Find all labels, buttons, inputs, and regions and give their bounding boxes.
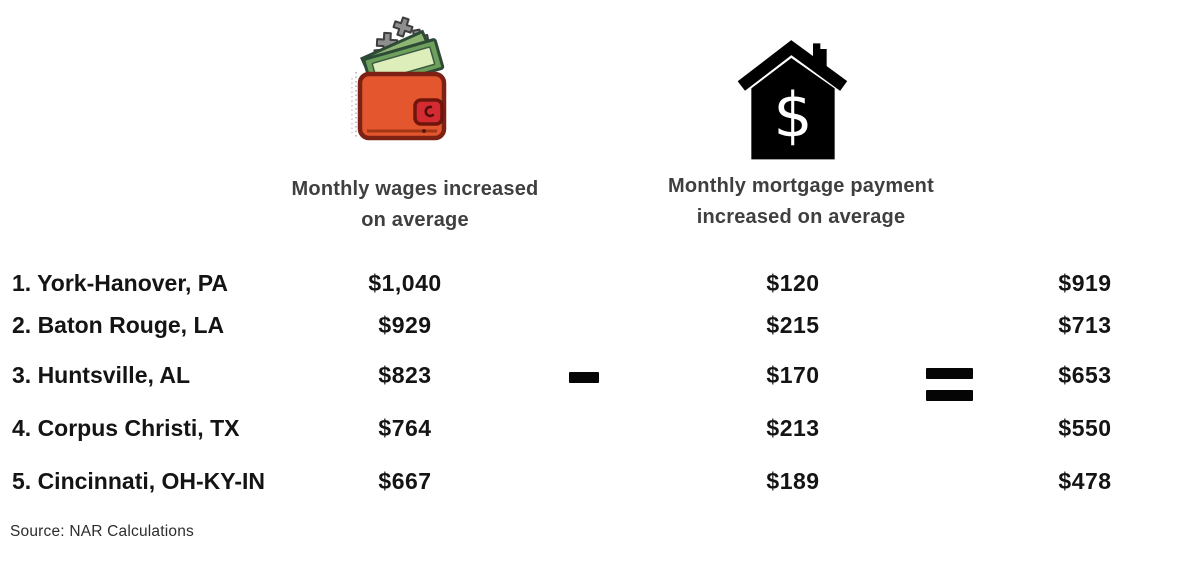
net-value: $713 bbox=[1058, 312, 1112, 338]
net-value: $919 bbox=[1058, 270, 1112, 296]
wages-column-header: Monthly wages increased on average bbox=[255, 174, 575, 236]
mortgage-value: $170 bbox=[766, 362, 820, 388]
table-row: 5. Cincinnati, OH-KY-IN $667 $189 $478 bbox=[0, 461, 1200, 501]
table-row: 2. Baton Rouge, LA $929 $215 $713 bbox=[0, 305, 1200, 345]
net-value: $550 bbox=[1058, 415, 1112, 441]
mortgage-value: $213 bbox=[766, 415, 820, 441]
table-row: 3. Huntsville, AL $823 $170 $653 bbox=[0, 355, 1200, 395]
mortgage-value: $120 bbox=[766, 270, 820, 296]
city-label: 2. Baton Rouge, LA bbox=[12, 312, 225, 338]
mortgage-column-header: Monthly mortgage payment increased on av… bbox=[625, 171, 977, 233]
wages-value: $667 bbox=[378, 468, 432, 494]
wages-value: $823 bbox=[378, 362, 432, 388]
source-attribution: Source: NAR Calculations bbox=[10, 523, 194, 540]
table-row: 1. York-Hanover, PA $1,040 $120 $919 bbox=[0, 263, 1200, 303]
net-value: $653 bbox=[1058, 362, 1112, 388]
city-label: 1. York-Hanover, PA bbox=[12, 270, 229, 296]
equals-icon bbox=[926, 368, 973, 401]
wallet-cash-icon bbox=[340, 0, 480, 170]
svg-text:$: $ bbox=[773, 80, 812, 152]
wages-header-line1: Monthly wages increased bbox=[291, 178, 539, 200]
city-label: 4. Corpus Christi, TX bbox=[12, 415, 240, 441]
net-value: $478 bbox=[1058, 468, 1112, 494]
mortgage-value: $189 bbox=[766, 468, 820, 494]
wages-value: $764 bbox=[378, 415, 432, 441]
house-dollar-icon-svg: $ bbox=[737, 40, 848, 160]
minus-icon bbox=[569, 372, 599, 383]
house-dollar-icon: $ bbox=[733, 30, 853, 165]
mortgage-header-line1: Monthly mortgage payment bbox=[668, 175, 934, 197]
wages-value: $1,040 bbox=[368, 270, 442, 296]
wages-value: $929 bbox=[378, 312, 432, 338]
equals-bar-bottom bbox=[926, 390, 973, 401]
table-row: 4. Corpus Christi, TX $764 $213 $550 bbox=[0, 408, 1200, 448]
mortgage-value: $215 bbox=[766, 312, 820, 338]
wages-header-line2: on average bbox=[361, 209, 469, 231]
city-label: 5. Cincinnati, OH-KY-IN bbox=[12, 468, 266, 494]
mortgage-header-line2: increased on average bbox=[696, 206, 906, 228]
equals-bar-top bbox=[926, 368, 973, 379]
city-label: 3. Huntsville, AL bbox=[12, 362, 191, 388]
wallet-cash-icon-svg bbox=[351, 16, 447, 141]
